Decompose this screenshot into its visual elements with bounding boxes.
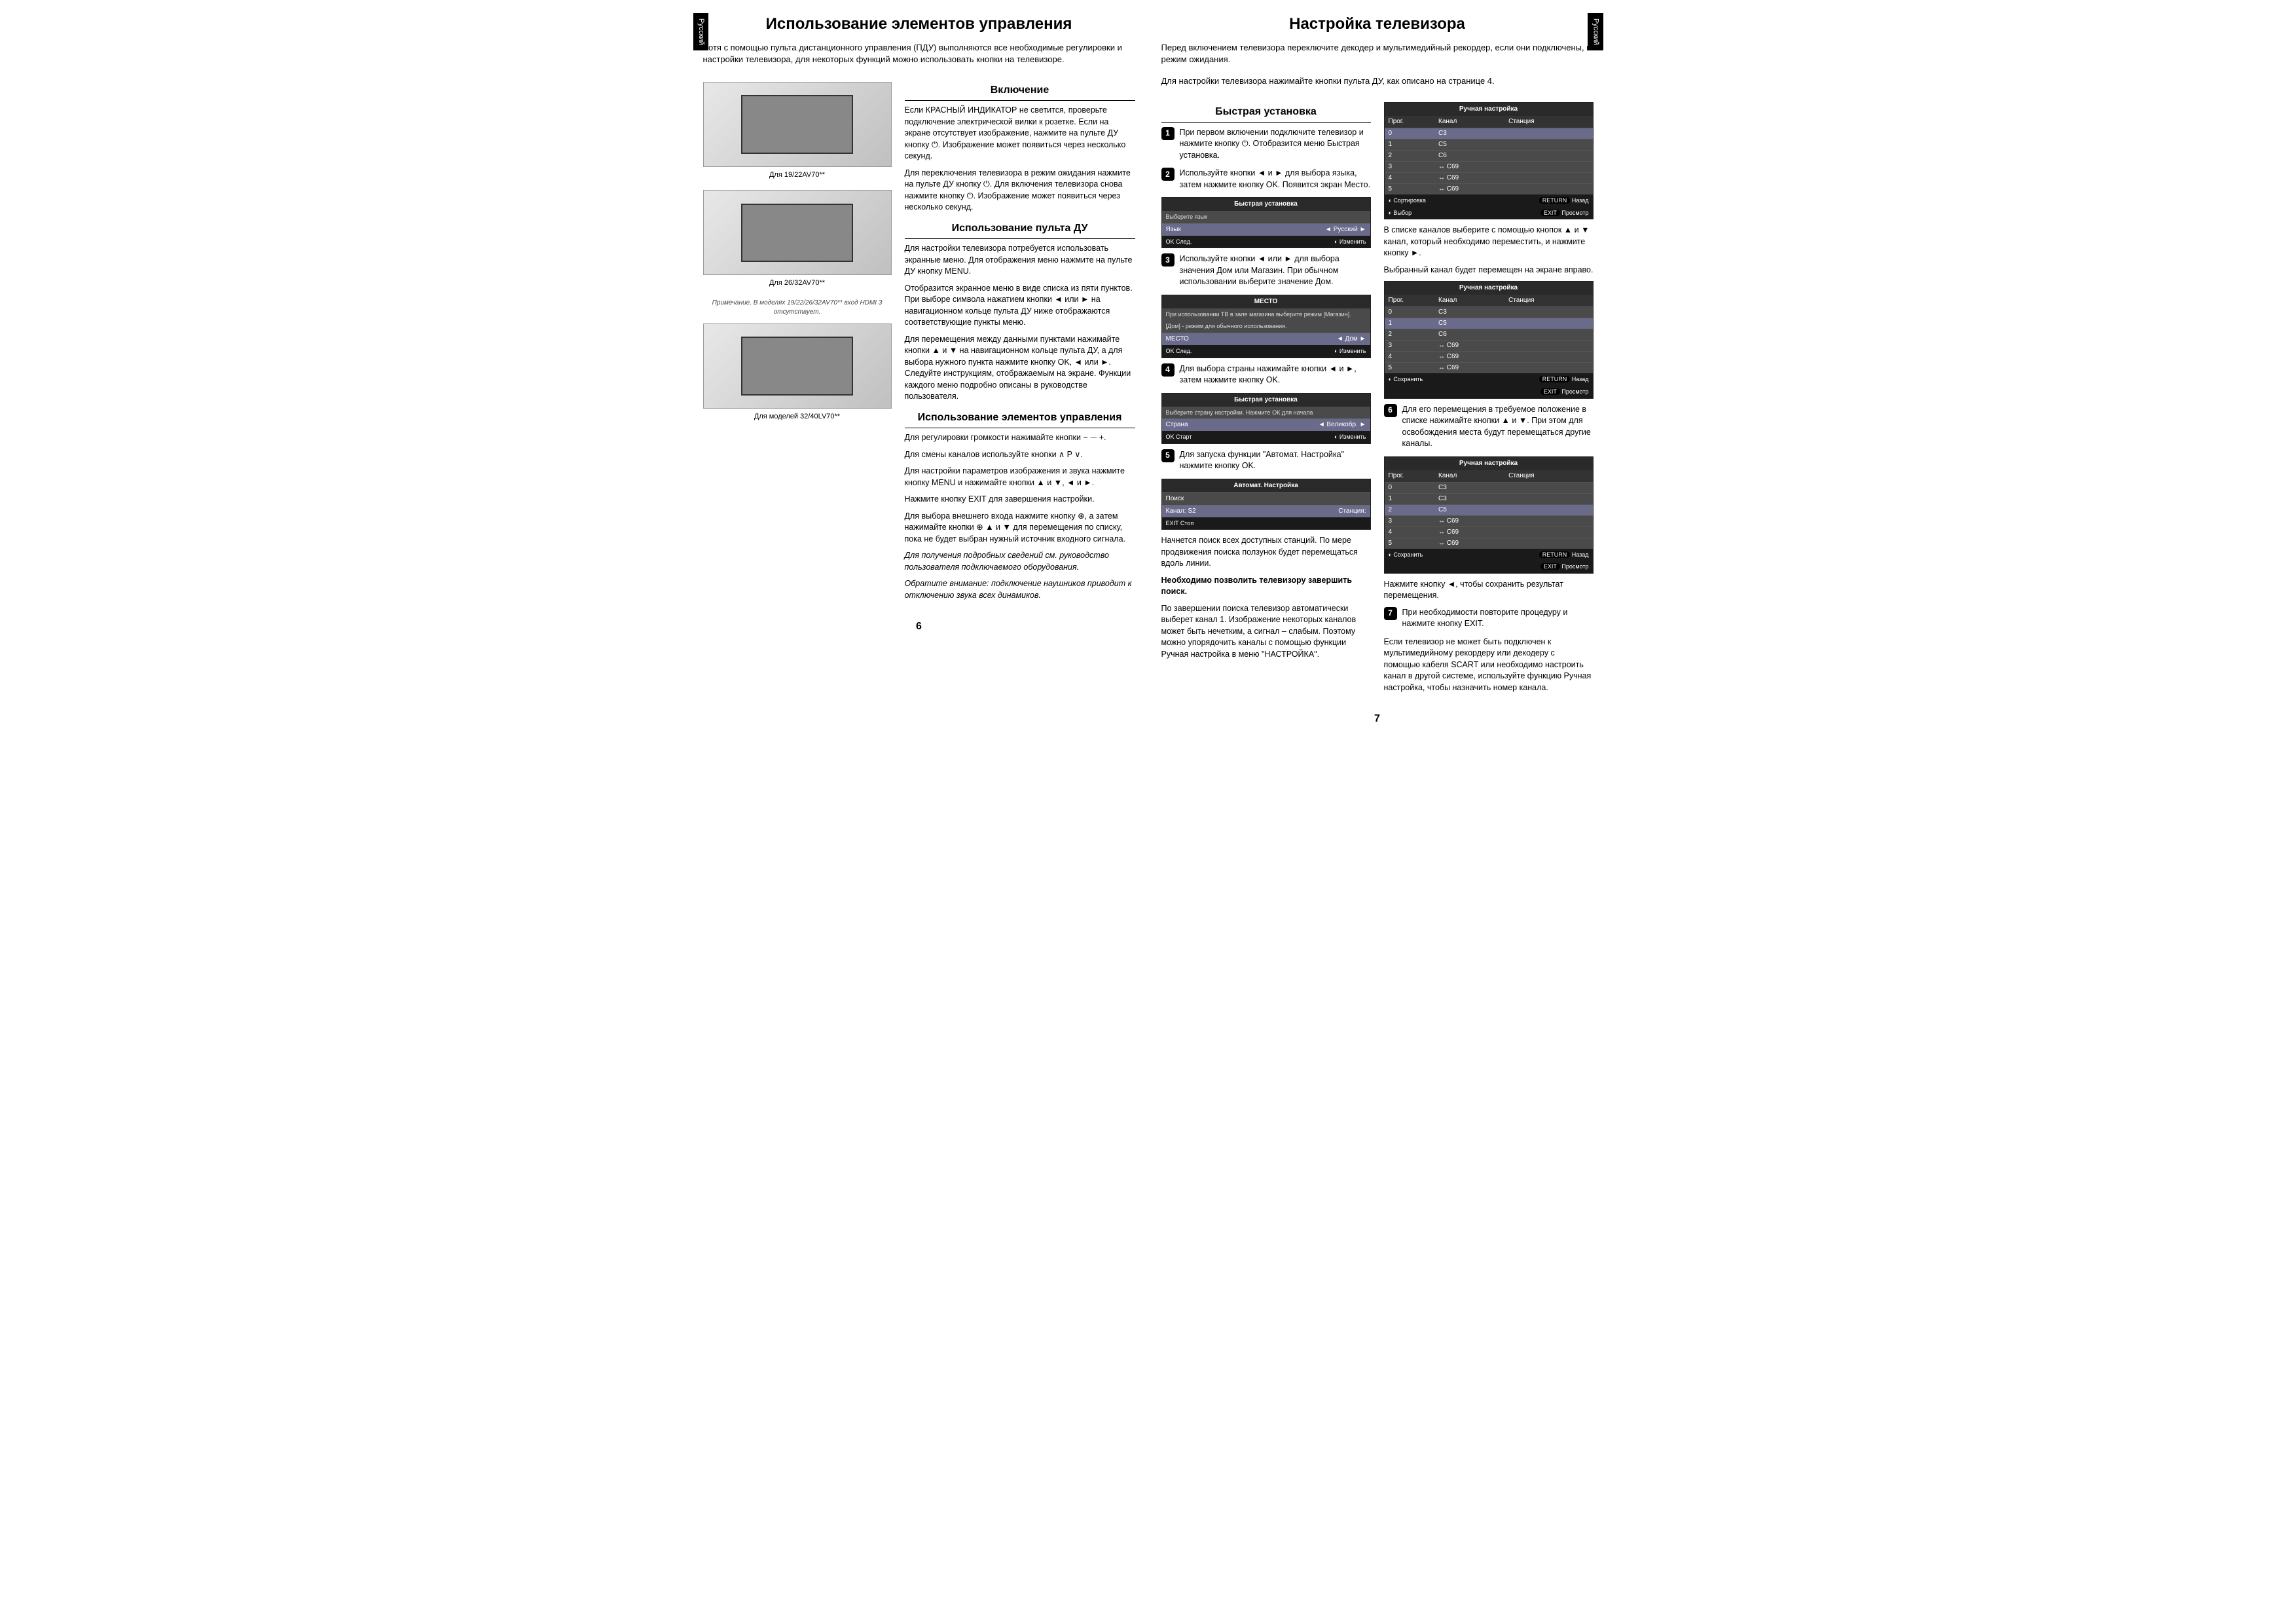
channel-row: 5↔ C69 bbox=[1385, 183, 1593, 194]
osd-quick-lang: Быстрая установка Выберите язык Язык◄ Ру… bbox=[1161, 197, 1371, 248]
osd-country: Быстрая установка Выберите страну настро… bbox=[1161, 393, 1371, 444]
tail-p4: Если телевизор не может быть подключен к… bbox=[1384, 637, 1594, 694]
osd-manual-1: Ручная настройка Прог.КаналСтанция 0C31C… bbox=[1384, 102, 1594, 219]
page7-intro2: Для настройки телевизора нажимайте кнопк… bbox=[1161, 75, 1594, 87]
channel-row: 4↔ C69 bbox=[1385, 526, 1593, 538]
step-3: 3 Используйте кнопки ◄ или ► для выбора … bbox=[1161, 253, 1371, 288]
tv-diagram-1 bbox=[703, 82, 892, 167]
osd-location: МЕСТО При использовании ТВ в зале магази… bbox=[1161, 295, 1371, 358]
channel-row: 1 C5 bbox=[1385, 318, 1593, 329]
tail-p2: Необходимо позволить телевизору завершит… bbox=[1161, 575, 1371, 598]
tv2-caption: Для 26/32AV70** bbox=[703, 278, 892, 288]
osd-manual-2: Ручная настройка Прог.КаналСтанция 0C31 … bbox=[1384, 281, 1594, 398]
step-num-2: 2 bbox=[1161, 168, 1175, 181]
channel-row: 4↔ C69 bbox=[1385, 172, 1593, 183]
step-num-5: 5 bbox=[1161, 449, 1175, 462]
tail-p3: По завершении поиска телевизор автоматич… bbox=[1161, 603, 1371, 661]
osd-auto-tune: Автомат. Настройка Поиск Канал: S2Станци… bbox=[1161, 479, 1371, 530]
page-num-7: 7 bbox=[1161, 712, 1594, 726]
page-7: Русский Настройка телевизора Перед включ… bbox=[1161, 13, 1594, 727]
lang-tab-right: Русский bbox=[1588, 13, 1603, 50]
col2-p3: Нажмите кнопку ◄, чтобы сохранить резуль… bbox=[1384, 579, 1594, 602]
channel-row: 2 C5 bbox=[1385, 504, 1593, 515]
osd-manual-3: Ручная настройка Прог.КаналСтанция 0C31C… bbox=[1384, 456, 1594, 574]
channel-row: 3↔ C69 bbox=[1385, 340, 1593, 351]
tv-diagram-3 bbox=[703, 323, 892, 409]
channel-row: 1C3 bbox=[1385, 493, 1593, 504]
step-6: 6 Для его перемещения в требуемое положе… bbox=[1384, 404, 1594, 450]
sec3-note2: Обратите внимание: подключение наушников… bbox=[905, 578, 1135, 601]
step-2: 2 Используйте кнопки ◄ и ► для выбора яз… bbox=[1161, 168, 1371, 191]
step-num-7: 7 bbox=[1384, 607, 1397, 620]
page7-intro1: Перед включением телевизора переключите … bbox=[1161, 42, 1594, 65]
channel-row: 5↔ C69 bbox=[1385, 362, 1593, 373]
step-1: 1 При первом включении подключите телеви… bbox=[1161, 127, 1371, 162]
page7-col1: Быстрая установка 1 При первом включении… bbox=[1161, 97, 1371, 699]
page7-title: Настройка телевизора bbox=[1161, 13, 1594, 35]
page6-text-col: Включение Если КРАСНЫЙ ИНДИКАТОР не свет… bbox=[905, 75, 1135, 606]
sec3-p4: Нажмите кнопку EXIT для завершения настр… bbox=[905, 494, 1135, 506]
channel-row: 2C6 bbox=[1385, 329, 1593, 340]
channel-row: 0C3 bbox=[1385, 482, 1593, 493]
tv-diagram-2 bbox=[703, 190, 892, 275]
sec2-p3: Для перемещения между данными пунктами н… bbox=[905, 334, 1135, 403]
step-num-6: 6 bbox=[1384, 404, 1397, 417]
step-num-4: 4 bbox=[1161, 363, 1175, 377]
tv1-caption: Для 19/22AV70** bbox=[703, 170, 892, 180]
sec2-p2: Отобразится экранное меню в виде списка … bbox=[905, 283, 1135, 329]
channel-row: 0C3 bbox=[1385, 306, 1593, 318]
channel-row: 0C3 bbox=[1385, 128, 1593, 139]
tail-p1: Начнется поиск всех доступных станций. П… bbox=[1161, 535, 1371, 570]
lang-tab-left: Русский bbox=[693, 13, 708, 50]
sec3-p1: Для регулировки громкости нажимайте кноп… bbox=[905, 432, 1135, 444]
channel-row: 4↔ C69 bbox=[1385, 351, 1593, 362]
sec3-title: Использование элементов управления bbox=[905, 411, 1135, 428]
page6-diagrams-col: Для 19/22AV70** Для 26/32AV70** Примечан… bbox=[703, 75, 892, 606]
col2-p1: В списке каналов выберите с помощью кноп… bbox=[1384, 225, 1594, 259]
sec1-p1: Если КРАСНЫЙ ИНДИКАТОР не светится, пров… bbox=[905, 105, 1135, 162]
step-7: 7 При необходимости повторите процедуру … bbox=[1384, 607, 1594, 630]
sec1-title: Включение bbox=[905, 83, 1135, 101]
tv-note: Примечание. В моделях 19/22/26/32AV70** … bbox=[703, 299, 892, 317]
step-num-1: 1 bbox=[1161, 127, 1175, 140]
sec2-p1: Для настройки телевизора потребуется исп… bbox=[905, 243, 1135, 278]
sec3-p5: Для выбора внешнего входа нажмите кнопку… bbox=[905, 511, 1135, 545]
channel-row: 2C6 bbox=[1385, 150, 1593, 161]
sec3-p2: Для смены каналов используйте кнопки ∧ P… bbox=[905, 449, 1135, 461]
page-6: Русский Использование элементов управлен… bbox=[703, 13, 1135, 727]
channel-row: 3↔ C69 bbox=[1385, 515, 1593, 526]
page6-intro: Хотя с помощью пульта дистанционного упр… bbox=[703, 42, 1135, 65]
step-num-3: 3 bbox=[1161, 253, 1175, 267]
sec3-p3: Для настройки параметров изображения и з… bbox=[905, 466, 1135, 489]
step-4: 4 Для выбора страны нажимайте кнопки ◄ и… bbox=[1161, 363, 1371, 386]
sec1-p2: Для переключения телевизора в режим ожид… bbox=[905, 168, 1135, 213]
sec2-title: Использование пульта ДУ bbox=[905, 221, 1135, 239]
quick-setup-title: Быстрая установка bbox=[1161, 105, 1371, 122]
page6-title: Использование элементов управления bbox=[703, 13, 1135, 35]
tv3-caption: Для моделей 32/40LV70** bbox=[703, 412, 892, 422]
channel-row: 1C5 bbox=[1385, 139, 1593, 150]
step-5: 5 Для запуска функции "Автомат. Настройк… bbox=[1161, 449, 1371, 472]
page7-col2: Ручная настройка Прог.КаналСтанция 0C31C… bbox=[1384, 97, 1594, 699]
channel-row: 5↔ C69 bbox=[1385, 538, 1593, 549]
sec3-note1: Для получения подробных сведений см. рук… bbox=[905, 550, 1135, 573]
page-num-6: 6 bbox=[703, 619, 1135, 634]
channel-row: 3↔ C69 bbox=[1385, 161, 1593, 172]
col2-p2: Выбранный канал будет перемещен на экран… bbox=[1384, 265, 1594, 276]
